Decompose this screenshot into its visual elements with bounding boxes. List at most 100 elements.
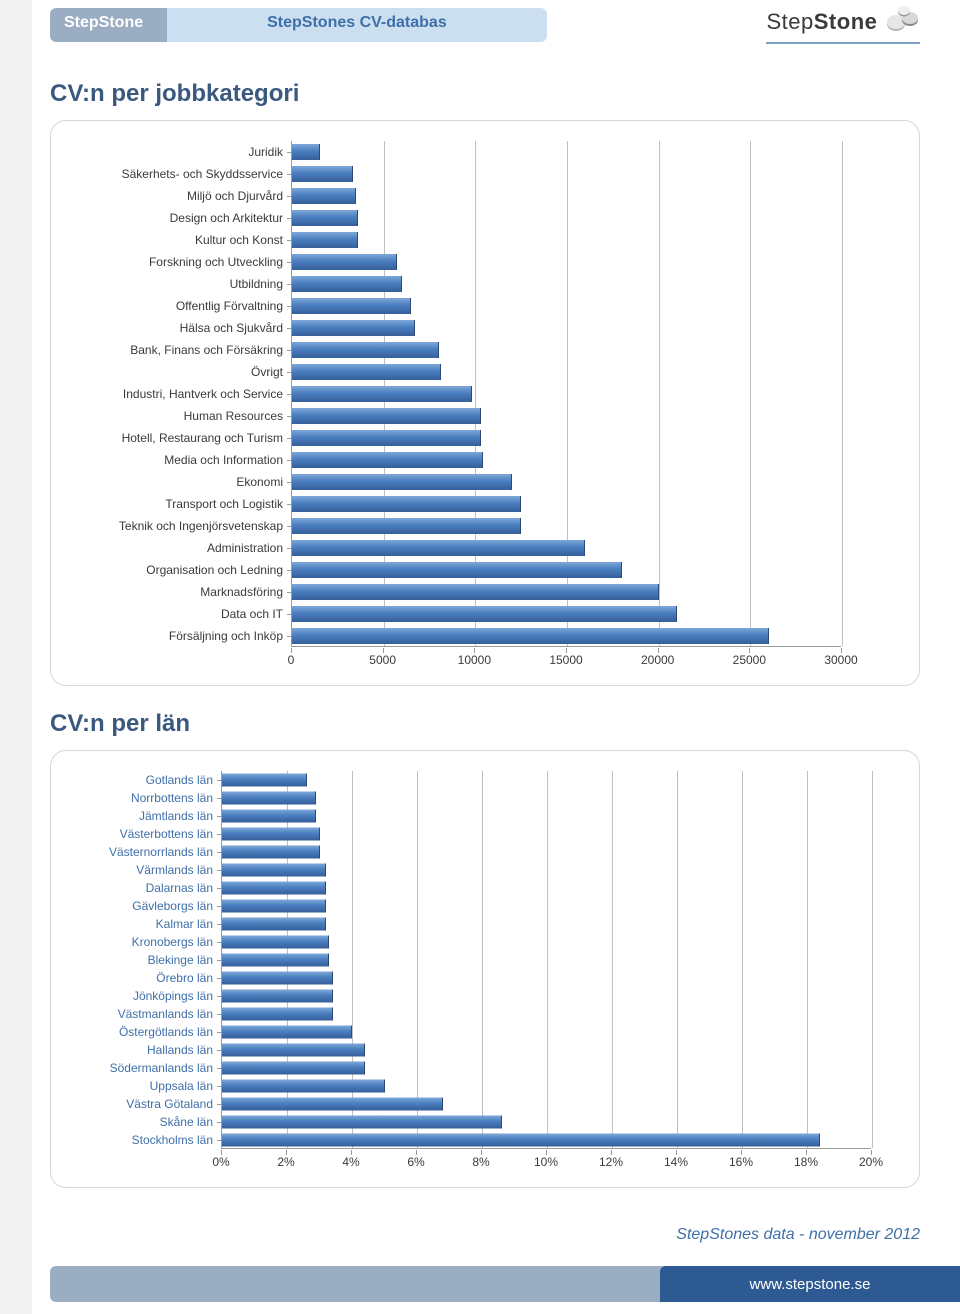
bar-label: Skåne län: [71, 1113, 221, 1131]
bar-label: Miljö och Djurvård: [71, 185, 291, 207]
logo-bold: Stone: [814, 9, 878, 34]
bar: [292, 584, 659, 600]
bar-label: Organisation och Ledning: [71, 559, 291, 581]
x-tick-label: 0%: [212, 1155, 229, 1169]
x-tick-label: 10000: [458, 653, 491, 667]
bar: [292, 254, 397, 270]
logo-underline: [766, 42, 920, 44]
logo-light: Step: [766, 9, 813, 34]
bar: [222, 900, 326, 913]
bar: [222, 1134, 820, 1147]
bar: [292, 628, 769, 644]
tabbar: StepStone StepStones CV-databas: [50, 8, 547, 42]
chart2-title: CV:n per län: [50, 710, 960, 738]
bar: [292, 210, 358, 226]
bar: [292, 452, 483, 468]
bar: [292, 518, 521, 534]
bar: [292, 606, 677, 622]
bar-label: Hallands län: [71, 1041, 221, 1059]
x-tick-label: 12%: [599, 1155, 623, 1169]
bar: [222, 1062, 365, 1075]
bar-label: Gävleborgs län: [71, 897, 221, 915]
bar: [222, 882, 326, 895]
chart2: Gotlands länNorrbottens länJämtlands län…: [71, 771, 895, 1175]
bar: [222, 810, 316, 823]
bar: [292, 232, 358, 248]
page: StepStone StepStones CV-databas StepSton…: [0, 0, 960, 1314]
x-tick-label: 16%: [729, 1155, 753, 1169]
bar-label: Transport och Logistik: [71, 493, 291, 515]
bar-label: Human Resources: [71, 405, 291, 427]
bar: [292, 144, 320, 160]
bar: [222, 990, 333, 1003]
bar-label: Design och Arkitektur: [71, 207, 291, 229]
x-tick-label: 0: [288, 653, 295, 667]
footer-note: StepStones data - november 2012: [676, 1226, 920, 1244]
bar-label: Örebro län: [71, 969, 221, 987]
bar-label: Kultur och Konst: [71, 229, 291, 251]
bar-label: Marknadsföring: [71, 581, 291, 603]
bar-label: Teknik och Ingenjörsvetenskap: [71, 515, 291, 537]
x-tick-label: 4%: [342, 1155, 359, 1169]
bar-label: Östergötlands län: [71, 1023, 221, 1041]
bar: [292, 364, 441, 380]
bar-label: Data och IT: [71, 603, 291, 625]
tab-brand: StepStone: [50, 8, 167, 42]
bar-label: Södermanlands län: [71, 1059, 221, 1077]
x-tick-label: 20000: [641, 653, 674, 667]
bar: [222, 1116, 502, 1129]
bar: [222, 954, 329, 967]
x-tick-label: 20%: [859, 1155, 883, 1169]
bar: [292, 386, 472, 402]
bar-label: Hälsa och Sjukvård: [71, 317, 291, 339]
bar-label: Uppsala län: [71, 1077, 221, 1095]
bar-label: Offentlig Förvaltning: [71, 295, 291, 317]
bar: [292, 430, 481, 446]
bar-label: Gotlands län: [71, 771, 221, 789]
bar-label: Västmanlands län: [71, 1005, 221, 1023]
bar: [222, 828, 320, 841]
bar: [292, 320, 415, 336]
bar-label: Hotell, Restaurang och Turism: [71, 427, 291, 449]
bar: [222, 864, 326, 877]
bar: [222, 1080, 385, 1093]
bar-label: Utbildning: [71, 273, 291, 295]
chart1-card: JuridikSäkerhets- och SkyddsserviceMiljö…: [50, 120, 920, 686]
bar-label: Kronobergs län: [71, 933, 221, 951]
header: StepStone StepStones CV-databas StepSton…: [0, 0, 960, 68]
bar-label: Ekonomi: [71, 471, 291, 493]
bar-label: Juridik: [71, 141, 291, 163]
footer-grey: [50, 1266, 700, 1302]
left-band: [0, 0, 32, 1314]
bar: [222, 972, 333, 985]
x-tick-label: 2%: [277, 1155, 294, 1169]
x-tick-label: 6%: [407, 1155, 424, 1169]
x-tick-label: 10%: [534, 1155, 558, 1169]
bar-label: Bank, Finans och Försäkring: [71, 339, 291, 361]
bar: [222, 1098, 443, 1111]
bar-label: Jämtlands län: [71, 807, 221, 825]
bar: [222, 1026, 352, 1039]
bar: [292, 496, 521, 512]
bar-label: Värmlands län: [71, 861, 221, 879]
x-tick-label: 30000: [824, 653, 857, 667]
bar-label: Dalarnas län: [71, 879, 221, 897]
bar: [222, 918, 326, 931]
bar-label: Administration: [71, 537, 291, 559]
bar-label: Västra Götaland: [71, 1095, 221, 1113]
bar: [292, 276, 402, 292]
bar-label: Övrigt: [71, 361, 291, 383]
bar-label: Västerbottens län: [71, 825, 221, 843]
bar: [292, 188, 356, 204]
bar-label: Jönköpings län: [71, 987, 221, 1005]
bar: [292, 342, 439, 358]
logo-mark-icon: [886, 6, 920, 40]
bar-label: Kalmar län: [71, 915, 221, 933]
bar-label: Försäljning och Inköp: [71, 625, 291, 647]
bar-label: Västernorrlands län: [71, 843, 221, 861]
bar: [222, 846, 320, 859]
bar-label: Norrbottens län: [71, 789, 221, 807]
bar-label: Media och Information: [71, 449, 291, 471]
bar: [292, 166, 353, 182]
x-tick-label: 25000: [733, 653, 766, 667]
